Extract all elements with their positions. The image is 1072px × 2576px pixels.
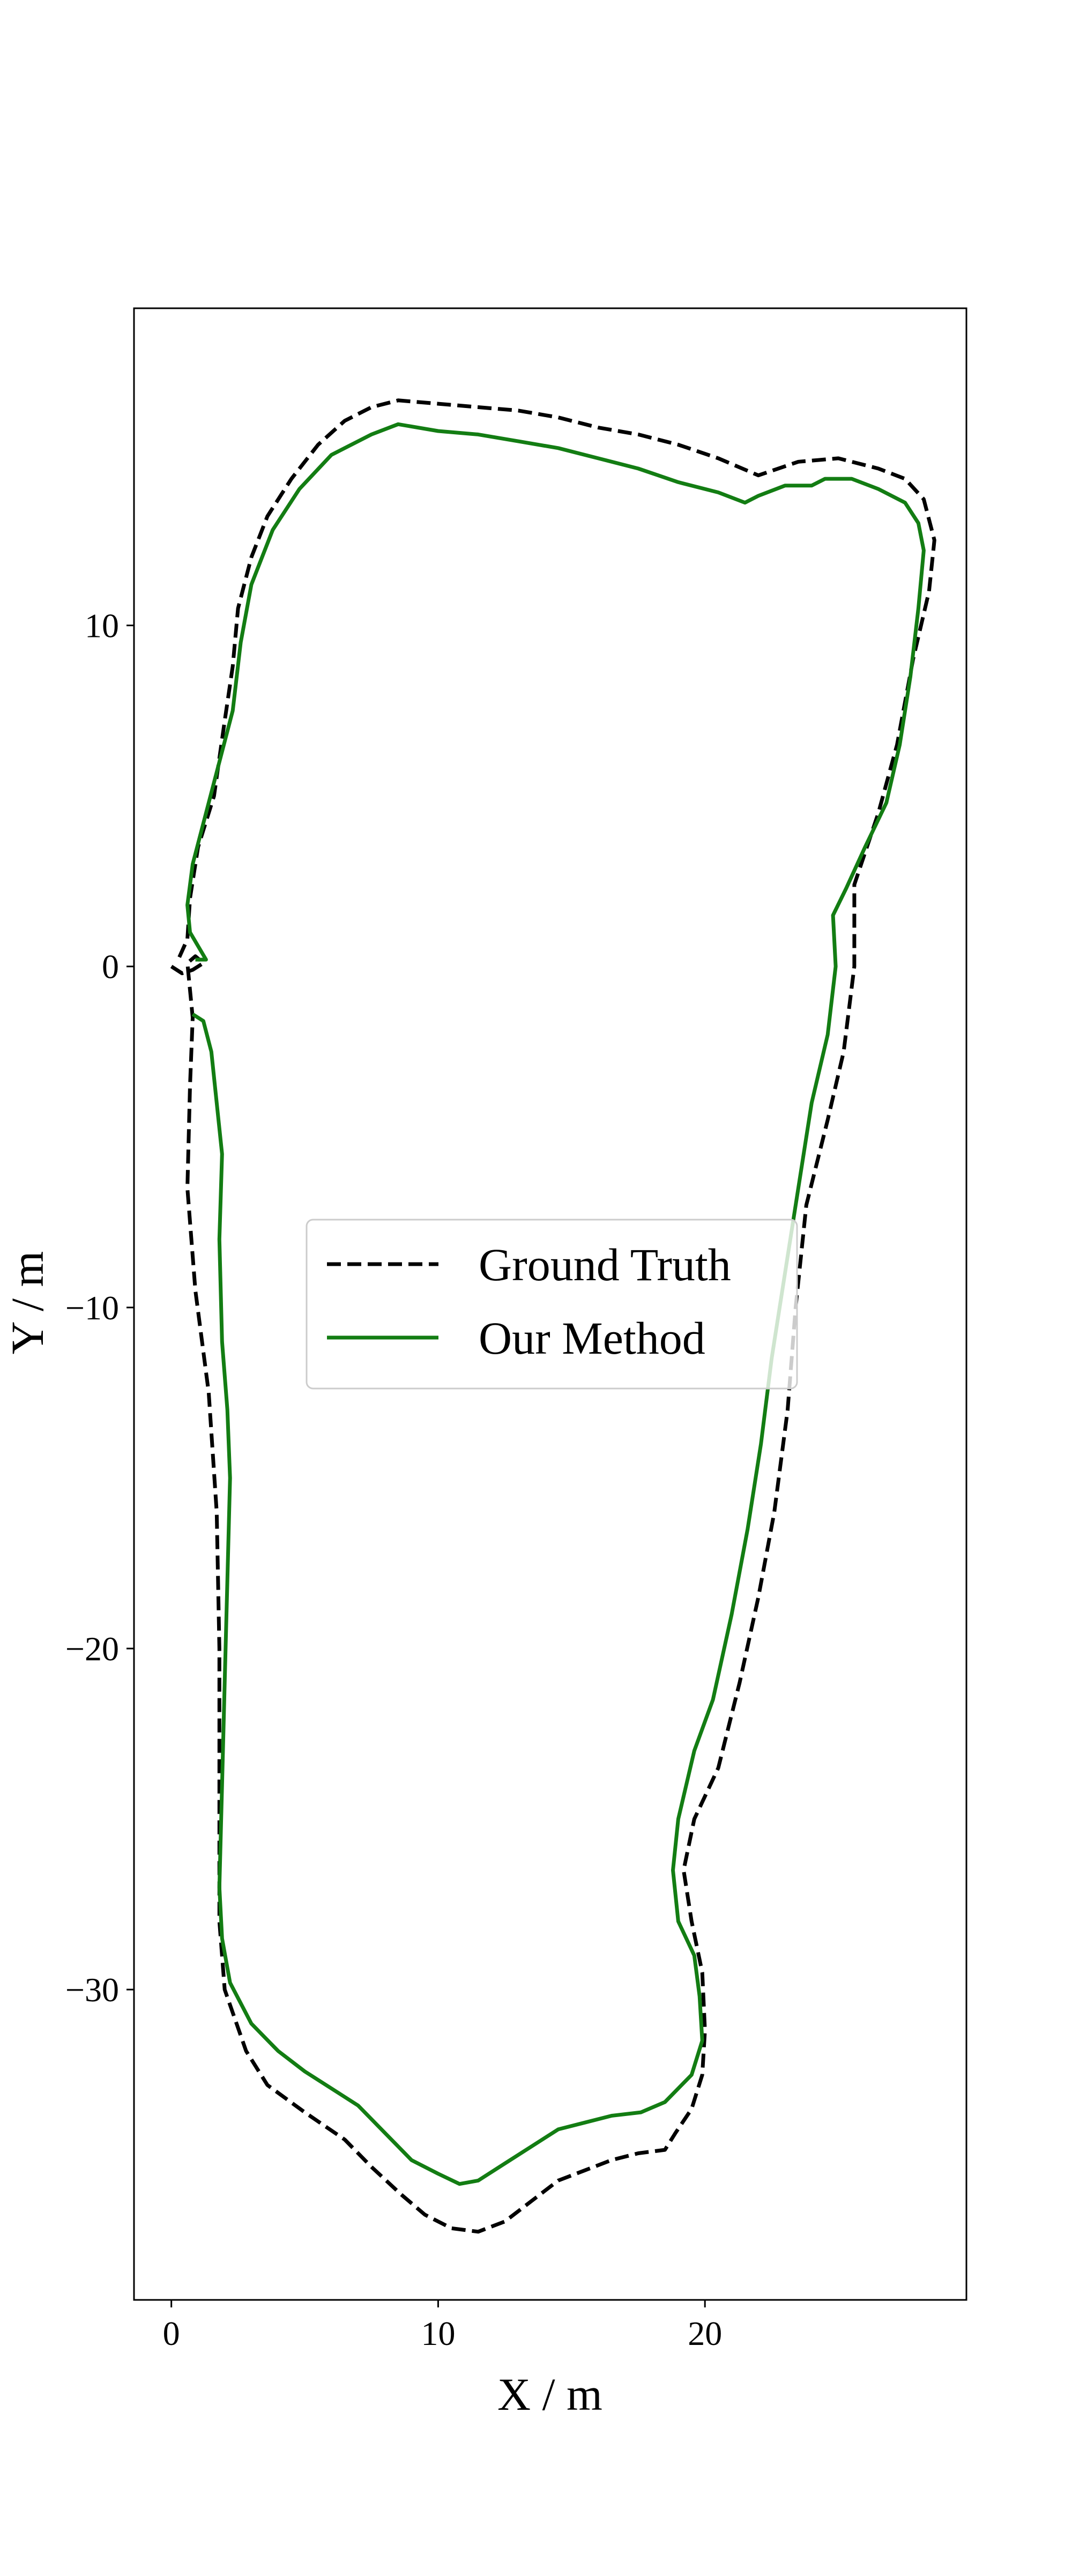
y-tick-label: −20 [65,1630,119,1668]
y-tick-label: −10 [65,1289,119,1327]
x-tick-label: 0 [163,2314,180,2352]
x-axis-label: X / m [497,2369,602,2420]
legend: Ground Truth Our Method [306,1219,798,1390]
y-tick-label: 0 [102,948,119,986]
legend-label-our-method: Our Method [479,1312,705,1364]
legend-label-ground-truth: Ground Truth [479,1239,731,1290]
plot-frame [133,307,967,2301]
y-tick-label: 10 [85,607,119,645]
series-line-ground-truth [170,398,936,2234]
y-tick-label: −30 [65,1971,119,2009]
x-tick-label: 10 [421,2314,455,2352]
x-tick-label: 20 [688,2314,722,2352]
ticks-layer: 0 10 20 10 0 −10 −20 −30 [65,607,722,2352]
y-axis-label: Y / m [2,1251,53,1355]
legend-box [306,1219,798,1390]
